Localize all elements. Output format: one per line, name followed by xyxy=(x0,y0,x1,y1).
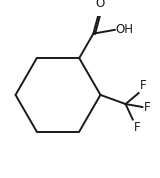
Text: F: F xyxy=(134,121,140,134)
Text: OH: OH xyxy=(116,23,134,36)
Text: F: F xyxy=(140,79,146,92)
Text: F: F xyxy=(144,101,150,114)
Text: O: O xyxy=(95,0,104,10)
